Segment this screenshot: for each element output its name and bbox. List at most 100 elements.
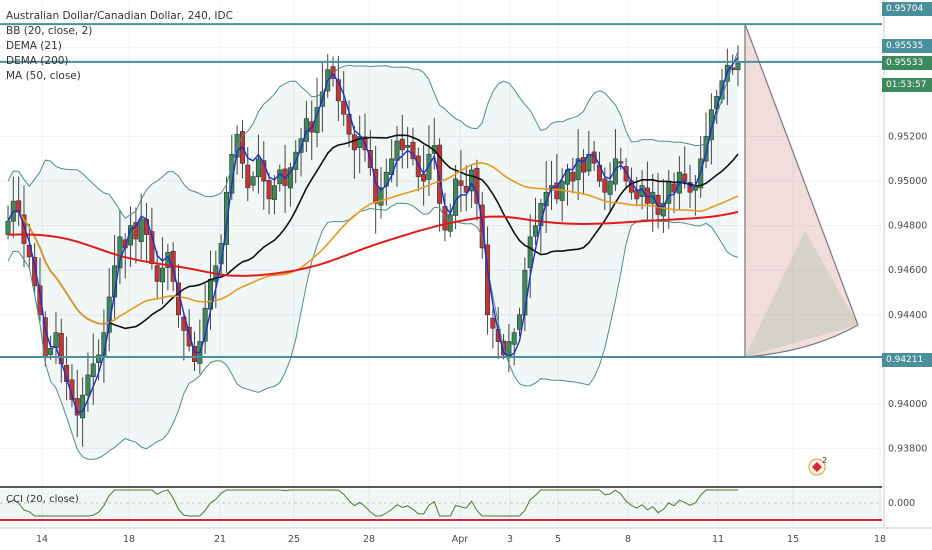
price-label-last: 0.95533 xyxy=(882,56,932,70)
candle-body-91 xyxy=(490,317,496,329)
candle-body-73 xyxy=(394,140,400,161)
price-label-lower-level: 0.94211 xyxy=(882,353,932,367)
candle-body-101 xyxy=(543,191,549,207)
candle-body-79 xyxy=(426,154,432,180)
x-tick-label-3: 25 xyxy=(288,534,300,545)
candle-75 xyxy=(405,126,411,169)
candle-65 xyxy=(351,125,357,179)
event-badge[interactable]: 2 xyxy=(808,456,827,476)
x-tick-label-10: 15 xyxy=(787,534,799,545)
candle-107 xyxy=(575,128,581,201)
cci-label: CCI (20, close) xyxy=(6,494,79,505)
candle-112 xyxy=(602,167,608,210)
candle-body-0 xyxy=(5,220,11,235)
candle-body-136 xyxy=(730,67,736,70)
y-tick-label-5: 0.94400 xyxy=(888,310,927,321)
indicator-lines xyxy=(7,51,739,460)
y-tick-label-2: 0.95000 xyxy=(888,176,927,187)
candle-body-70 xyxy=(378,187,384,206)
candle-25 xyxy=(138,193,144,260)
candle-body-77 xyxy=(415,155,421,177)
candle-48 xyxy=(261,141,267,210)
y-tick-label-3: 0.94800 xyxy=(888,221,927,232)
x-tick-label-6: 3 xyxy=(507,534,513,545)
candle-body-116 xyxy=(623,166,629,182)
projection-wedge-lower xyxy=(745,230,858,357)
ma50-line xyxy=(7,162,739,325)
x-tick-label-0: 14 xyxy=(36,534,48,545)
x-tick-label-7: 5 xyxy=(555,534,561,545)
candle-body-9 xyxy=(53,332,59,348)
candle-91 xyxy=(490,307,496,349)
candle-body-94 xyxy=(506,341,512,356)
y-tick-label-4: 0.94600 xyxy=(888,265,927,276)
candle-body-113 xyxy=(607,180,613,195)
candle-body-28 xyxy=(154,265,160,282)
candle-body-63 xyxy=(341,100,347,115)
candle-body-61 xyxy=(330,66,336,79)
projection-wedge[interactable] xyxy=(744,23,859,358)
cci-line xyxy=(7,489,738,517)
candle-body-137 xyxy=(735,62,741,71)
candle-body-110 xyxy=(591,151,597,164)
candle-body-85 xyxy=(458,180,464,186)
candle-body-25 xyxy=(138,218,144,242)
candle-106 xyxy=(570,157,576,194)
candle-body-51 xyxy=(277,169,283,185)
candle-body-84 xyxy=(453,178,459,216)
candle-76 xyxy=(410,127,416,166)
candle-85 xyxy=(458,150,464,212)
grid xyxy=(0,0,882,528)
candle-79 xyxy=(426,125,432,196)
candle-108 xyxy=(580,149,586,195)
candle-21 xyxy=(117,210,123,285)
candle-96 xyxy=(517,307,523,337)
x-tick-label-4: 28 xyxy=(363,534,375,545)
y-tick-label-1: 0.95200 xyxy=(888,132,927,143)
candle-body-55 xyxy=(298,138,304,153)
candle-body-119 xyxy=(639,185,645,197)
candle-34 xyxy=(186,308,192,352)
horizontal-levels[interactable] xyxy=(0,23,882,358)
candle-body-48 xyxy=(261,160,267,182)
price-label-top-level: 0.95704 xyxy=(882,2,932,16)
x-tick-label-5: Apr xyxy=(452,534,469,545)
candle-body-112 xyxy=(602,178,608,193)
candle-body-99 xyxy=(533,225,539,237)
candle-77 xyxy=(415,147,421,192)
candle-body-120 xyxy=(644,187,650,204)
candle-8 xyxy=(48,335,54,360)
event-badge-count: 2 xyxy=(822,456,827,465)
candle-body-96 xyxy=(517,314,523,330)
candle-body-17 xyxy=(96,354,102,364)
candle-body-118 xyxy=(634,189,640,200)
bb-lower-line xyxy=(7,202,739,460)
candle-body-53 xyxy=(287,167,293,189)
candle-87 xyxy=(469,164,475,208)
candle-body-47 xyxy=(255,158,261,178)
candle-body-46 xyxy=(250,176,256,186)
candle-95 xyxy=(511,328,517,366)
candle-body-74 xyxy=(399,138,405,151)
candle-body-45 xyxy=(245,164,251,189)
candle-body-107 xyxy=(575,158,581,181)
candle-81 xyxy=(437,138,443,232)
candle-body-49 xyxy=(266,180,272,200)
x-tick-label-8: 8 xyxy=(625,534,631,545)
candle-29 xyxy=(160,237,166,305)
candle-body-35 xyxy=(191,346,197,362)
x-tick-label-9: 11 xyxy=(712,534,724,545)
cci-band xyxy=(0,489,882,518)
candle-body-43 xyxy=(234,133,240,158)
candle-60 xyxy=(325,54,331,98)
x-tick-label-2: 21 xyxy=(214,534,226,545)
candle-body-16 xyxy=(90,363,96,378)
candle-body-66 xyxy=(357,136,363,148)
candle-55 xyxy=(298,128,304,177)
flag-icon xyxy=(812,462,822,472)
cci-tick-label: 0.000 xyxy=(888,498,915,509)
candle-46 xyxy=(250,171,256,192)
candle-24 xyxy=(133,207,139,264)
price-label-upper-level: 0.95535 xyxy=(882,39,932,53)
